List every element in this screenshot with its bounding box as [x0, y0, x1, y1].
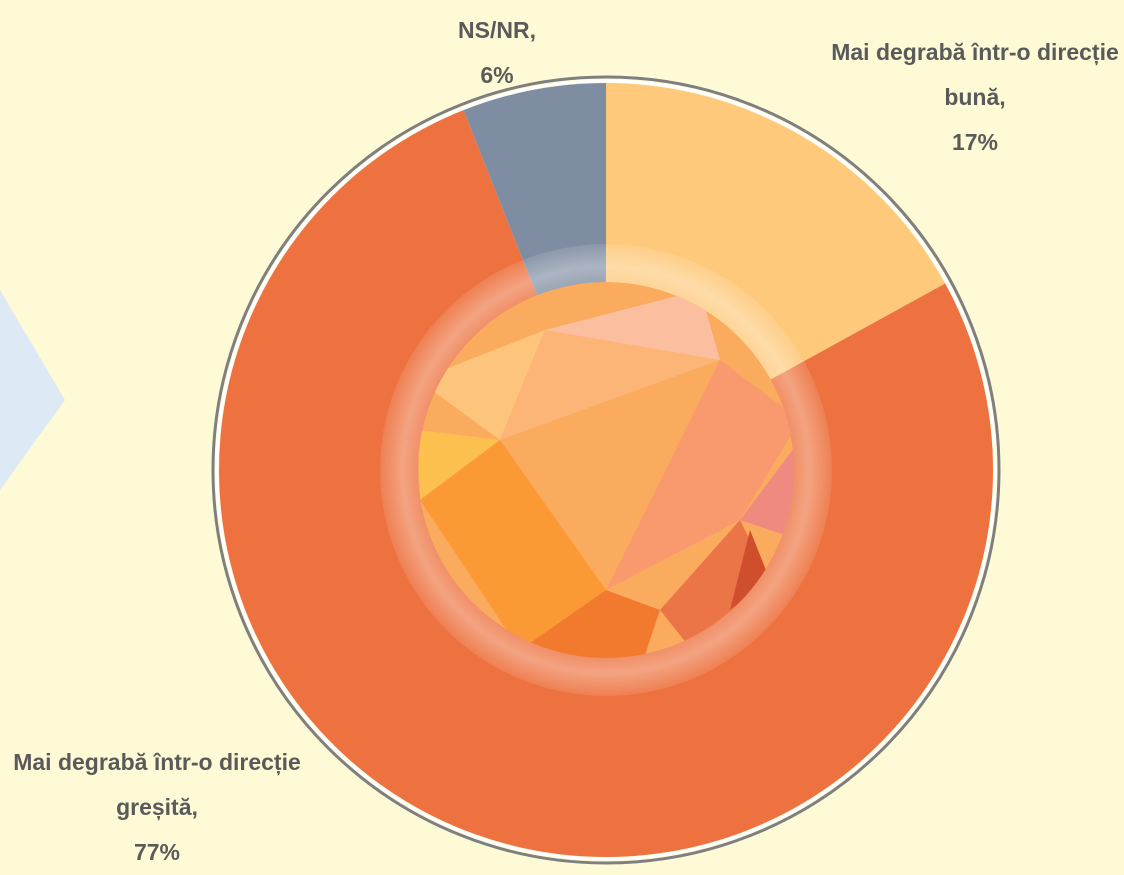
category-label: Mai degrabă într-o direcție greșită, — [7, 740, 307, 830]
value-label: 6% — [367, 53, 627, 98]
page: {"chart_data": {"type": "pie", "categori… — [0, 0, 1124, 865]
label-ns: NS/NR, 6% — [367, 8, 627, 98]
value-label: 77% — [7, 830, 307, 875]
label-good: Mai degrabă într-o direcție bună, 17% — [830, 30, 1120, 165]
value-label: 17% — [830, 120, 1120, 165]
label-bad: Mai degrabă într-o direcție greșită, 77% — [7, 740, 307, 875]
category-label: NS/NR, — [367, 8, 627, 53]
decor-chevron — [0, 290, 65, 490]
category-label: Mai degrabă într-o direcție bună, — [830, 30, 1120, 120]
